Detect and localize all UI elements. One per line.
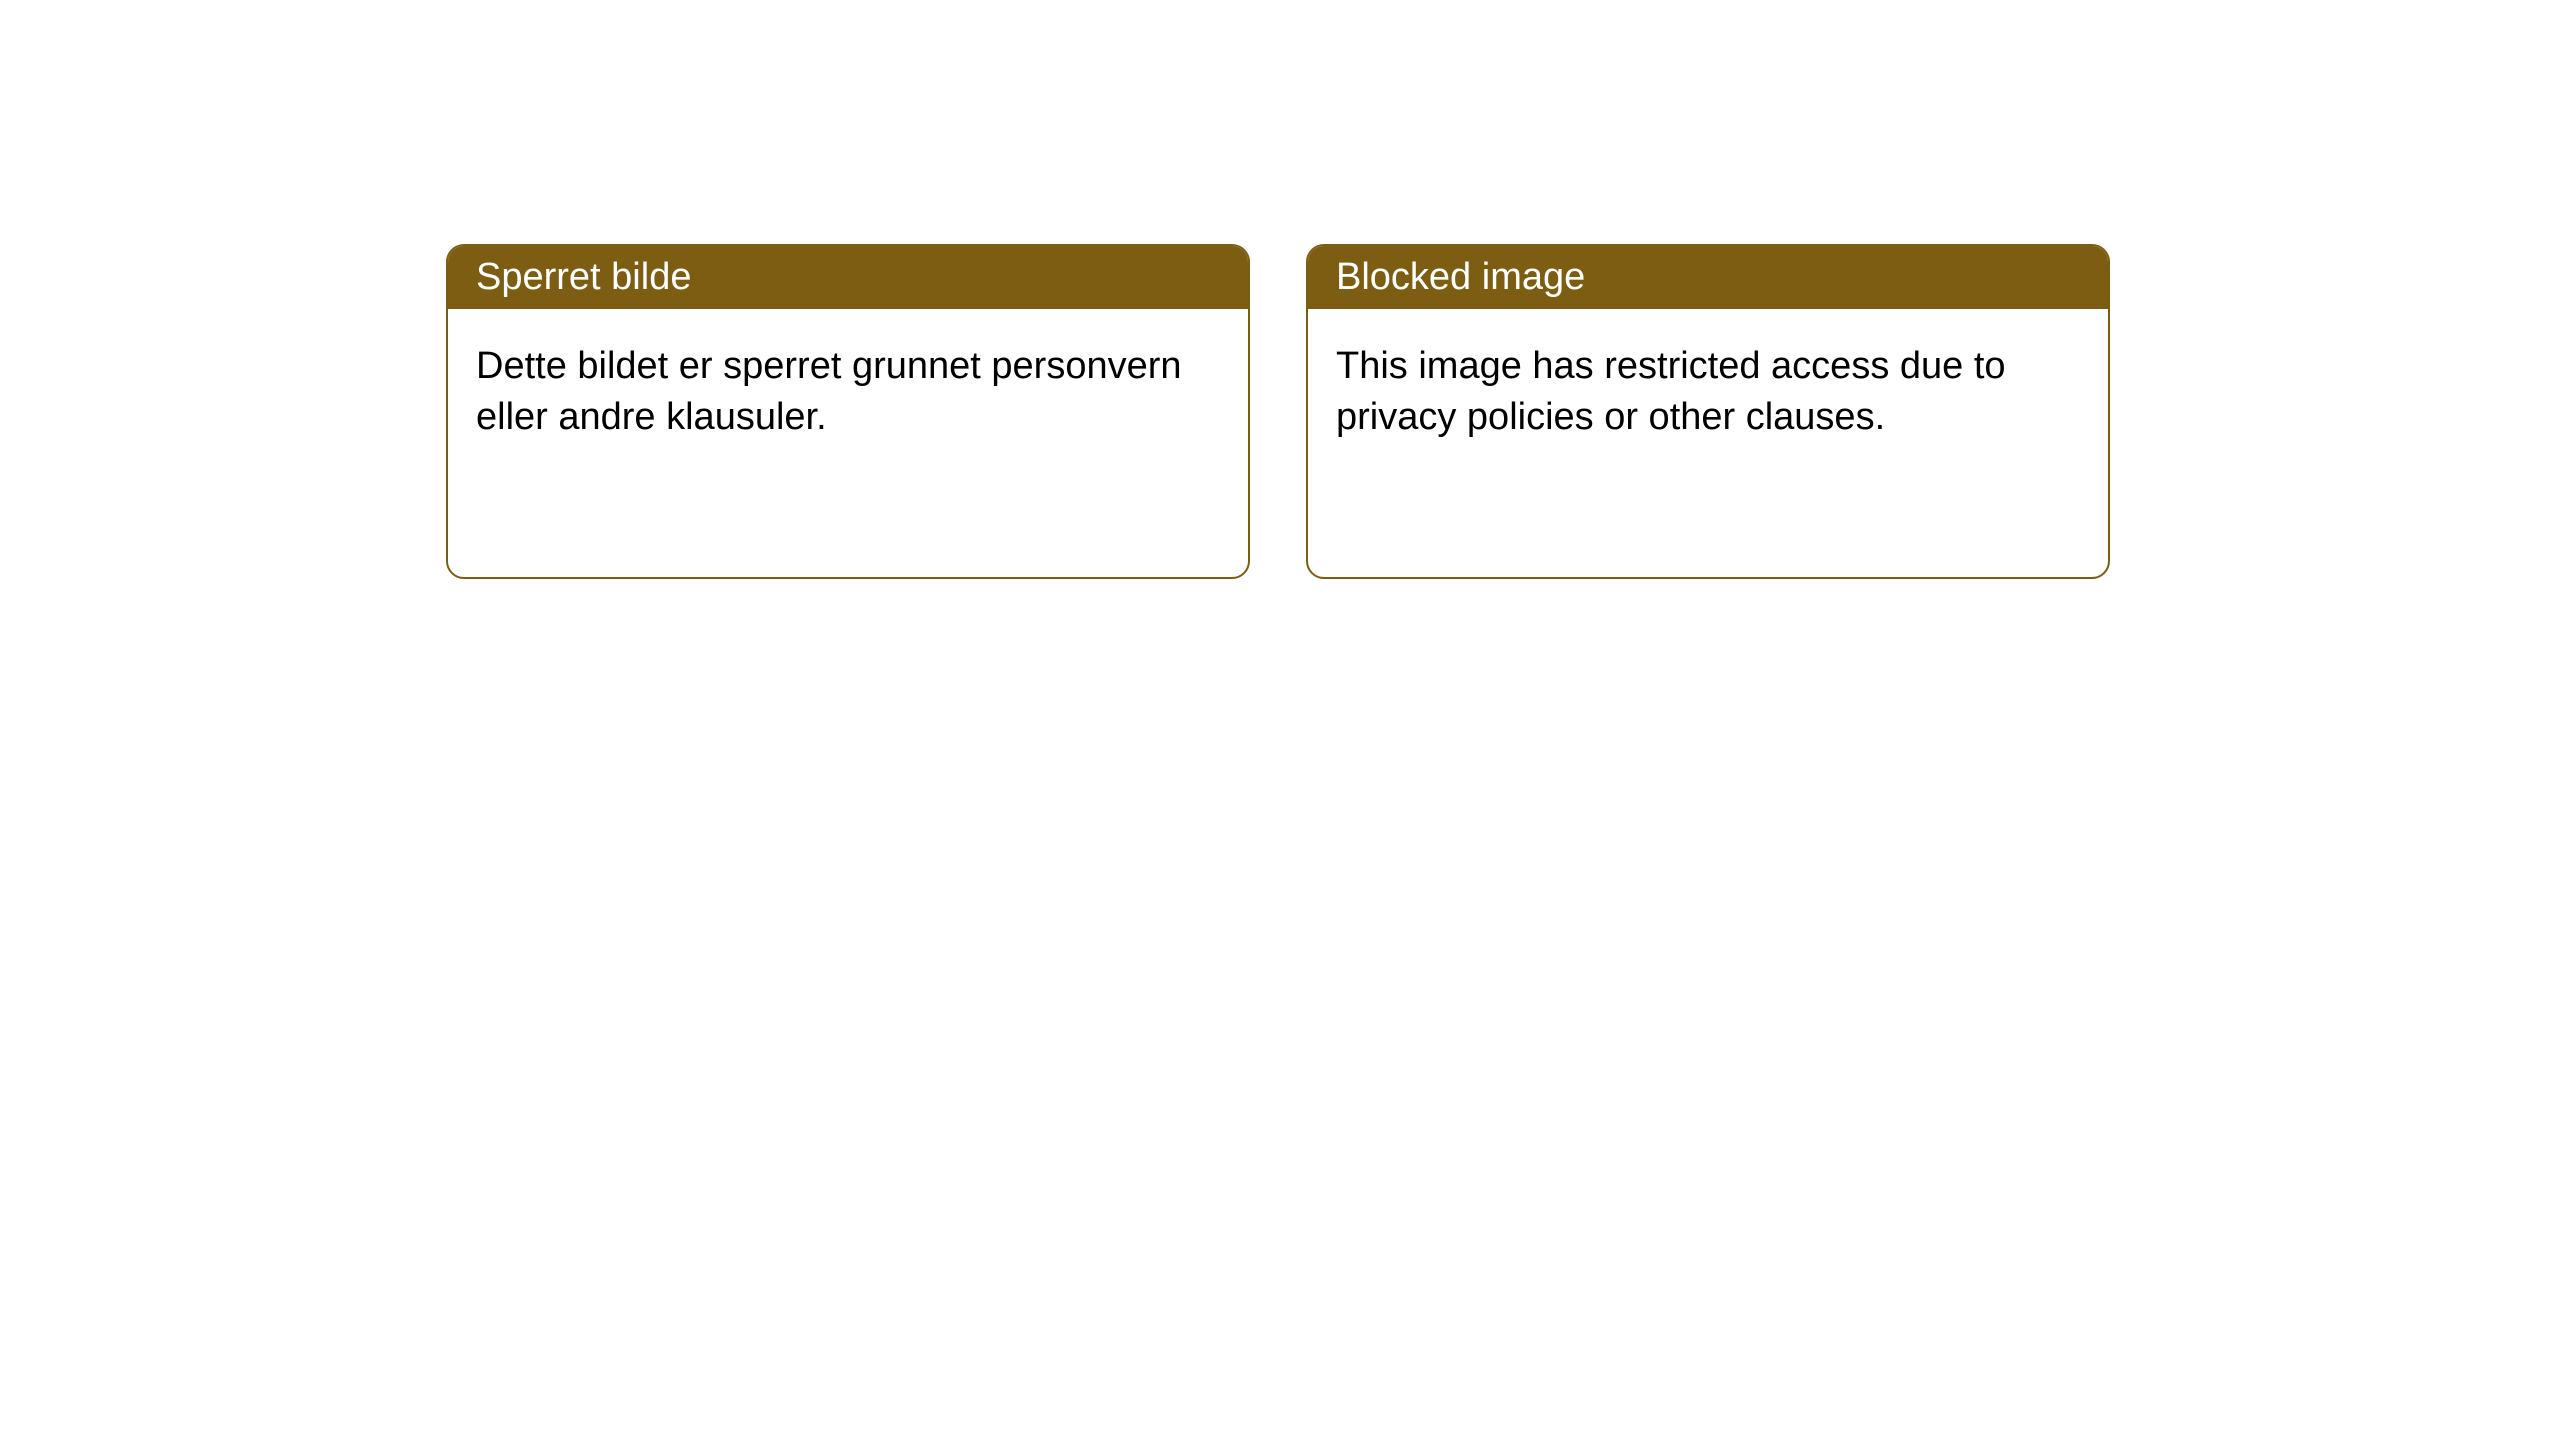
notice-body-norwegian: Dette bildet er sperret grunnet personve…: [448, 309, 1248, 476]
notice-card-norwegian: Sperret bilde Dette bildet er sperret gr…: [446, 244, 1250, 579]
notice-header-norwegian: Sperret bilde: [448, 246, 1248, 309]
notice-body-english: This image has restricted access due to …: [1308, 309, 2108, 476]
notice-container: Sperret bilde Dette bildet er sperret gr…: [0, 0, 2560, 579]
notice-header-english: Blocked image: [1308, 246, 2108, 309]
notice-card-english: Blocked image This image has restricted …: [1306, 244, 2110, 579]
